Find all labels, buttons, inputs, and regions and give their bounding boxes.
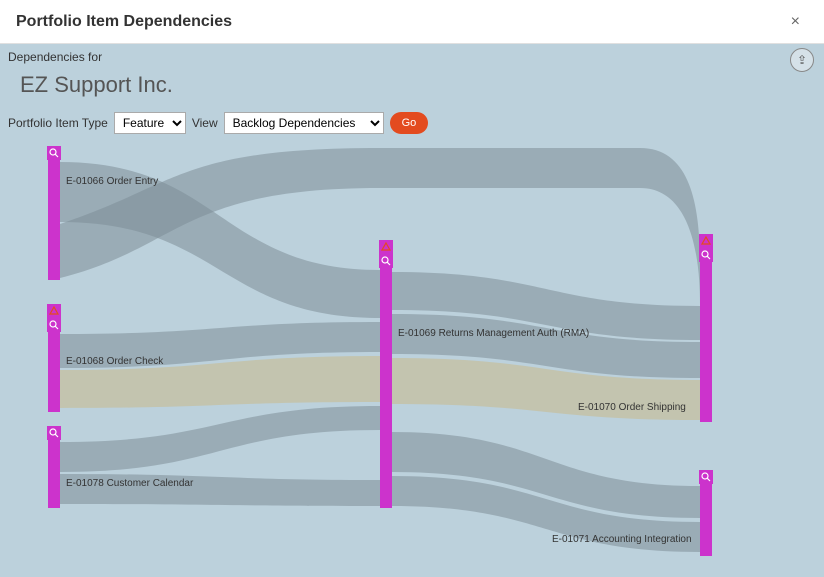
zoom-icon[interactable]	[699, 248, 713, 262]
sankey-chart: E-01066 Order Entry E-01068 Order Check E-…	[0, 142, 824, 577]
flow	[60, 406, 380, 472]
portfolio-item-type-select[interactable]: Feature	[114, 112, 186, 134]
share-glyph: ⇪	[797, 53, 807, 67]
dependencies-for-label: Dependencies for	[8, 50, 102, 64]
node-label: E-01068 Order Check	[66, 356, 164, 367]
node-label: E-01066 Order Entry	[66, 176, 158, 187]
node-label: E-01069 Returns Management Auth (RMA)	[398, 328, 589, 339]
go-button[interactable]: Go	[390, 112, 429, 134]
warning-icon[interactable]	[379, 240, 393, 254]
filter-controls: Portfolio Item Type Feature View Backlog…	[8, 112, 428, 134]
warning-icon[interactable]	[699, 234, 713, 248]
org-name: EZ Support Inc.	[20, 72, 173, 98]
view-label: View	[192, 116, 218, 130]
zoom-icon[interactable]	[47, 146, 61, 160]
dependencies-canvas: Dependencies for ⇪ EZ Support Inc. Portf…	[0, 44, 824, 577]
zoom-icon[interactable]	[47, 426, 61, 440]
sankey-svg: E-01066 Order Entry E-01068 Order Check E-…	[0, 142, 824, 577]
node-label: E-01070 Order Shipping	[578, 402, 686, 413]
share-icon[interactable]: ⇪	[790, 48, 814, 72]
zoom-icon[interactable]	[379, 254, 393, 268]
node-label: E-01078 Customer Calendar	[66, 478, 194, 489]
warning-icon[interactable]	[47, 304, 61, 318]
view-select[interactable]: Backlog Dependencies	[224, 112, 384, 134]
type-label: Portfolio Item Type	[8, 116, 108, 130]
window-title: Portfolio Item Dependencies	[16, 13, 232, 31]
title-bar: Portfolio Item Dependencies ×	[0, 0, 824, 44]
close-icon[interactable]: ×	[783, 9, 808, 35]
zoom-icon[interactable]	[47, 318, 61, 332]
node-label: E-01071 Accounting Integration	[552, 534, 692, 545]
zoom-icon[interactable]	[699, 470, 713, 484]
